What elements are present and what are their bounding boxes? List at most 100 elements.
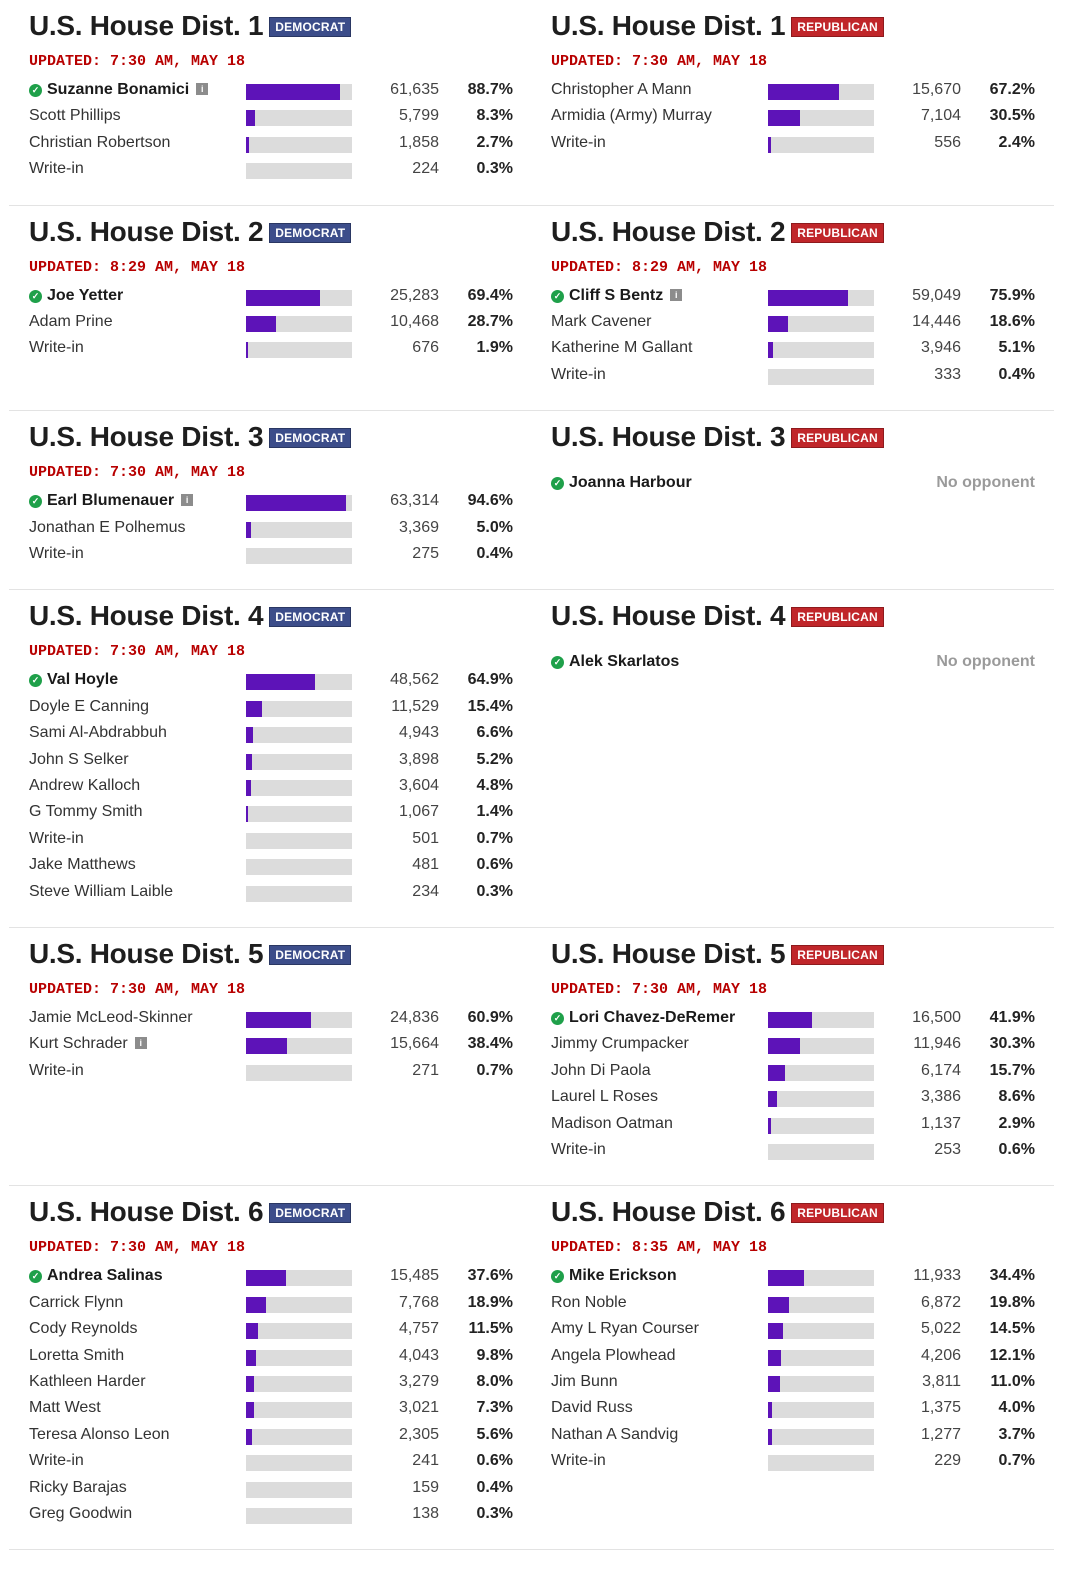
candidate-name-cell: Christian Robertson	[29, 134, 170, 152]
vote-count: 556	[934, 133, 961, 151]
updated-timestamp: UPDATED: 7:30 AM, MAY 18	[29, 643, 246, 661]
vote-share-fill	[768, 1375, 780, 1392]
vote-share-bar	[768, 1323, 874, 1340]
candidate-name: Write-in	[29, 1061, 84, 1079]
candidate-name-cell: Nathan A Sandvig	[551, 1426, 678, 1444]
vote-count: 10,468	[390, 312, 439, 330]
candidate-row: ✓ Mike Erickson 11,933 34.4%	[551, 1264, 1035, 1290]
candidate-row: Write-in 676 1.9%	[29, 336, 513, 362]
candidate-row: Loretta Smith 4,043 9.8%	[29, 1344, 513, 1370]
vote-share-fill	[768, 1402, 773, 1419]
vote-percent: 75.9%	[989, 286, 1035, 304]
candidate-name-cell: ✓ Joanna Harbour	[551, 474, 692, 492]
vote-count: 271	[412, 1061, 439, 1079]
vote-share-bar	[768, 342, 874, 359]
race-header: U.S. House Dist. 5 REPUBLICAN	[551, 938, 884, 974]
vote-count: 138	[412, 1504, 439, 1522]
vote-percent: 38.4%	[467, 1035, 513, 1053]
vote-count: 229	[934, 1452, 961, 1470]
incumbent-i-icon[interactable]: i	[196, 83, 209, 95]
vote-share-bar	[246, 885, 352, 902]
vote-percent: 0.4%	[476, 1478, 513, 1496]
vote-share-bar	[246, 163, 352, 180]
candidate-name: Suzanne Bonamici	[47, 81, 190, 98]
incumbent-i-icon[interactable]: i	[181, 494, 194, 507]
incumbent-i-icon[interactable]: i	[670, 288, 683, 301]
candidate-name-cell: Cody Reynolds	[29, 1320, 138, 1338]
candidate-name-cell: ✓ Suzanne Bonamici i	[29, 81, 209, 99]
vote-count: 15,670	[912, 81, 961, 98]
candidate-name-cell: David Russ	[551, 1399, 633, 1417]
candidate-name-cell: Ron Noble	[551, 1294, 627, 1312]
vote-count: 4,043	[398, 1346, 439, 1364]
vote-share-fill	[768, 1296, 789, 1313]
vote-percent: 0.3%	[476, 1504, 513, 1522]
vote-percent: 15.7%	[989, 1061, 1035, 1079]
candidate-name-cell: Angela Plowhead	[551, 1347, 676, 1365]
candidate-name: Angela Plowhead	[551, 1346, 676, 1364]
candidate-name-cell: ✓ Lori Chavez-DeRemer	[551, 1009, 735, 1027]
vote-percent: 2.7%	[476, 133, 513, 151]
vote-count: 3,604	[398, 776, 439, 794]
vote-share-fill	[768, 1270, 805, 1287]
candidate-name: Write-in	[551, 365, 606, 383]
candidate-name: Mike Erickson	[569, 1267, 677, 1285]
candidate-name: David Russ	[551, 1399, 633, 1417]
candidate-name: G Tommy Smith	[29, 803, 143, 821]
updated-timestamp: UPDATED: 7:30 AM, MAY 18	[29, 464, 246, 482]
candidate-name-cell: Katherine M Gallant	[551, 339, 692, 357]
vote-count: 224	[412, 160, 439, 178]
vote-share-bar	[768, 1270, 874, 1287]
race-title: U.S. House Dist. 4	[551, 600, 786, 632]
updated-timestamp: UPDATED: 8:29 AM, MAY 18	[551, 258, 768, 276]
vote-count: 11,933	[913, 1267, 961, 1285]
candidate-name: John Di Paola	[551, 1061, 651, 1079]
candidate-name-cell: Ricky Barajas	[29, 1479, 127, 1497]
candidate-row: Katherine M Gallant 3,946 5.1%	[551, 336, 1035, 362]
candidate-row: Doyle E Canning 11,529 15.4%	[29, 695, 513, 721]
candidate-row: ✓ Lori Chavez-DeRemer 16,500 41.9%	[551, 1006, 1035, 1032]
candidate-name-cell: ✓ Val Hoyle	[29, 671, 118, 689]
vote-percent: 12.1%	[989, 1346, 1035, 1364]
vote-percent: 67.2%	[989, 81, 1035, 98]
candidate-row: Mark Cavener 14,446 18.6%	[551, 310, 1035, 336]
race-header: U.S. House Dist. 6 REPUBLICAN	[551, 1196, 884, 1232]
vote-percent: 1.9%	[476, 339, 513, 357]
candidate-name-cell: Write-in	[29, 830, 84, 848]
race-title: U.S. House Dist. 2	[551, 215, 786, 247]
candidate-name-cell: Write-in	[551, 1452, 606, 1470]
vote-percent: 5.1%	[998, 339, 1035, 357]
vote-share-bar	[768, 1117, 874, 1134]
vote-share-fill	[246, 1402, 254, 1419]
candidate-row: Jim Bunn 3,811 11.0%	[551, 1370, 1035, 1396]
vote-share-fill	[246, 1296, 267, 1313]
vote-share-fill	[246, 136, 249, 153]
vote-share-fill	[768, 1038, 801, 1055]
candidate-name-cell: Carrick Flynn	[29, 1294, 123, 1312]
vote-share-bar	[246, 700, 352, 717]
candidate-name: Mark Cavener	[551, 312, 652, 330]
vote-share-fill	[246, 727, 253, 744]
candidate-name: Joe Yetter	[47, 286, 124, 304]
vote-share-bar	[246, 1011, 352, 1028]
vote-share-fill	[246, 289, 320, 306]
vote-count: 333	[934, 365, 961, 383]
vote-count: 1,858	[398, 133, 439, 151]
vote-count: 3,898	[398, 750, 439, 768]
vote-count: 2,305	[398, 1425, 439, 1443]
candidate-name: Adam Prine	[29, 312, 113, 330]
candidate-name-cell: G Tommy Smith	[29, 803, 143, 821]
vote-count: 14,446	[912, 312, 961, 330]
candidate-name: Teresa Alonso Leon	[29, 1425, 170, 1443]
candidate-row: John Di Paola 6,174 15.7%	[551, 1059, 1035, 1085]
candidate-row: ✓ Alek Skarlatos No opponent	[551, 650, 1035, 676]
updated-timestamp: UPDATED: 8:29 AM, MAY 18	[29, 258, 246, 276]
vote-percent: 18.6%	[989, 312, 1035, 330]
candidate-name-cell: Doyle E Canning	[29, 698, 149, 716]
district-row: U.S. House Dist. 2 DEMOCRAT UPDATED: 8:29 …	[9, 206, 1054, 412]
race-title: U.S. House Dist. 6	[551, 1196, 786, 1228]
incumbent-i-icon[interactable]: i	[134, 1037, 147, 1050]
no-opponent-label: No opponent	[936, 653, 1035, 671]
vote-share-bar	[768, 84, 874, 100]
vote-share-fill	[246, 674, 315, 691]
